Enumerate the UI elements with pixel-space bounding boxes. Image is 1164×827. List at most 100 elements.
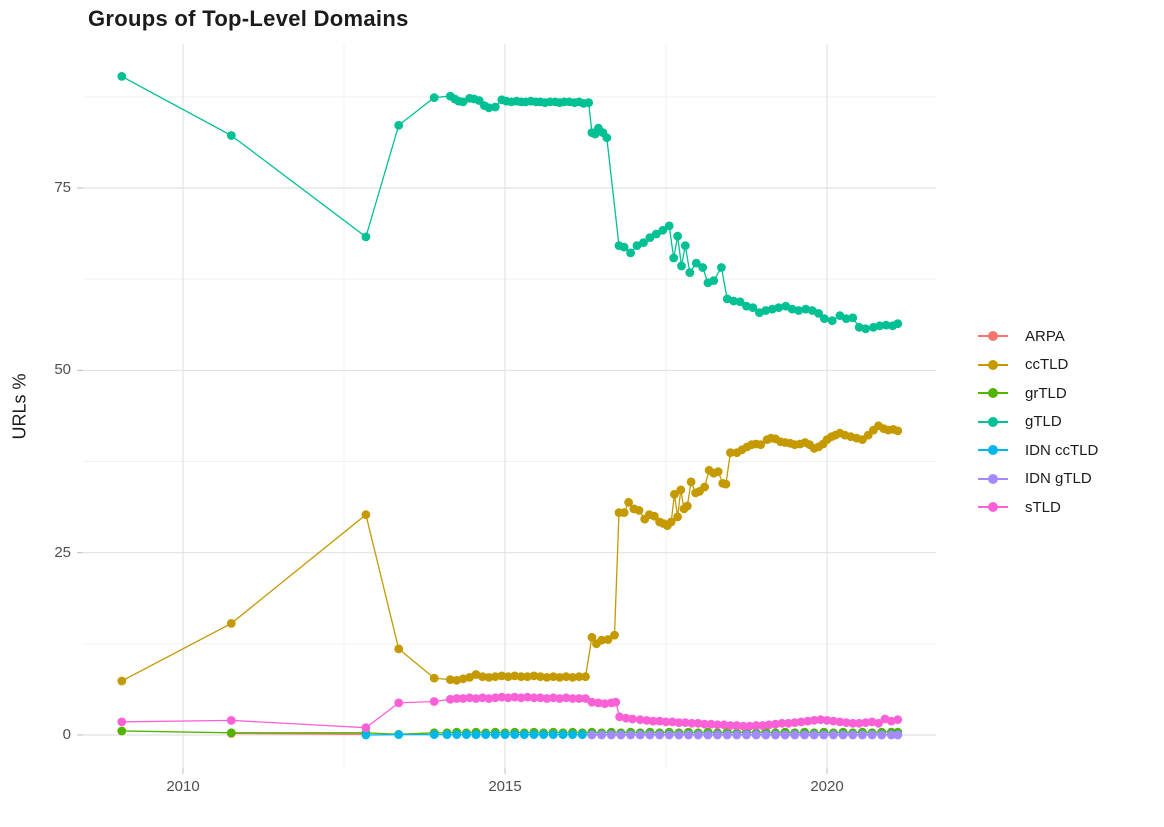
data-point-stld: [394, 698, 404, 708]
data-point-idn-gtld: [771, 730, 780, 740]
data-point-cctld: [548, 672, 558, 682]
data-point-idn-cctld: [558, 730, 568, 739]
legend-key-icon: [978, 473, 1008, 485]
data-point-stld: [796, 717, 806, 727]
data-point-stld: [542, 694, 552, 703]
data-point-gtld: [861, 324, 870, 334]
data-point-idn-cctld: [568, 730, 577, 739]
legend-item-gtld: gTLD: [978, 408, 1098, 437]
data-point-gtld: [814, 309, 823, 318]
data-point-gtld: [794, 306, 804, 315]
data-point-stld: [706, 719, 716, 729]
data-point-gtld: [226, 131, 236, 140]
data-point-gtld: [651, 229, 661, 239]
data-point-idn-cctld: [462, 730, 471, 739]
data-point-idn-cctld: [452, 730, 462, 739]
data-point-stld: [784, 718, 793, 728]
data-point-stld: [581, 694, 590, 703]
data-point-stld: [497, 692, 507, 702]
data-point-gtld: [735, 297, 745, 307]
data-point-cctld: [529, 671, 539, 681]
data-point-stld: [661, 717, 671, 727]
data-point-gtld: [429, 93, 439, 102]
legend-key-icon: [978, 416, 1008, 428]
data-point-gtld: [875, 321, 885, 331]
data-point-stld: [764, 720, 774, 730]
data-point-cctld: [503, 672, 513, 682]
data-point-gtld: [709, 276, 719, 285]
data-point-cctld: [478, 672, 487, 682]
data-point-gtld: [394, 120, 404, 130]
data-point-cctld: [676, 485, 686, 495]
data-point-stld: [490, 693, 500, 703]
legend-label: IDN gTLD: [1025, 470, 1092, 488]
data-point-stld: [529, 693, 539, 703]
data-point-stld: [452, 694, 462, 703]
data-point-cctld: [555, 673, 565, 682]
data-point-stld: [726, 721, 735, 730]
data-point-cctld: [516, 672, 526, 682]
data-point-idn-gtld: [693, 730, 703, 740]
data-point-cctld: [603, 635, 613, 644]
data-point-cctld: [597, 635, 606, 645]
data-point-stld: [829, 716, 838, 726]
data-point-cctld: [682, 501, 692, 511]
data-point-idn-gtld: [684, 730, 693, 740]
data-point-cctld: [429, 673, 439, 683]
data-point-gtld: [820, 314, 829, 323]
data-point-cctld: [510, 671, 520, 681]
legend-label: grTLD: [1025, 384, 1067, 402]
data-point-cctld: [756, 440, 766, 450]
data-point-gtld: [729, 296, 738, 306]
data-point-idn-gtld: [664, 730, 674, 740]
data-point-gtld: [669, 253, 679, 263]
data-point-idn-cctld: [481, 730, 491, 739]
data-point-idn-cctld: [519, 730, 529, 739]
legend: ARPA ccTLD grTLD gTLD IDN ccTLD IDN gTLD sTLD: [978, 322, 1098, 522]
data-point-idn-cctld: [471, 730, 481, 739]
data-point-stld: [822, 716, 832, 725]
data-point-grtld: [117, 726, 127, 736]
data-point-gtld: [691, 258, 701, 268]
data-point-cctld: [721, 479, 731, 489]
data-point-idn-cctld: [394, 730, 404, 739]
data-point-gtld: [680, 241, 690, 251]
data-point-idn-cctld: [429, 730, 439, 739]
legend-item-stld: sTLD: [978, 493, 1098, 522]
y-axis-tick-label: 25: [54, 543, 71, 561]
data-point-cctld: [624, 497, 633, 507]
data-point-idn-gtld: [713, 730, 722, 740]
data-point-idn-gtld: [616, 730, 626, 740]
data-point-stld: [655, 716, 664, 726]
data-point-idn-gtld: [877, 730, 887, 740]
legend-item-grtld: grTLD: [978, 379, 1098, 408]
data-point-idn-gtld: [742, 730, 751, 740]
data-point-stld: [648, 716, 658, 726]
data-point-idn-gtld: [587, 730, 597, 740]
data-point-cctld: [700, 482, 709, 492]
data-point-stld: [668, 717, 677, 727]
data-point-cctld: [726, 448, 735, 458]
data-point-idn-gtld: [887, 730, 896, 740]
data-point-idn-gtld: [606, 730, 616, 740]
data-point-stld: [445, 694, 455, 704]
data-point-cctld: [893, 426, 903, 436]
data-point-idn-gtld: [635, 730, 645, 740]
data-point-stld: [674, 718, 684, 727]
data-point-stld: [611, 697, 621, 707]
data-point-stld: [600, 699, 610, 708]
legend-key-icon: [978, 501, 1008, 513]
y-axis-title: URLs %: [9, 373, 30, 440]
data-point-stld: [790, 718, 800, 727]
data-point-cctld: [361, 510, 371, 520]
data-point-gtld: [639, 238, 648, 248]
legend-label: ARPA: [1025, 327, 1065, 345]
y-axis-tick-label: 50: [54, 361, 71, 379]
data-point-stld: [854, 718, 864, 728]
data-point-stld: [361, 723, 371, 733]
data-point-stld: [628, 714, 637, 724]
y-axis-tick-label: 75: [54, 179, 71, 196]
legend-key-icon: [978, 330, 1008, 342]
data-point-gtld: [361, 232, 371, 242]
